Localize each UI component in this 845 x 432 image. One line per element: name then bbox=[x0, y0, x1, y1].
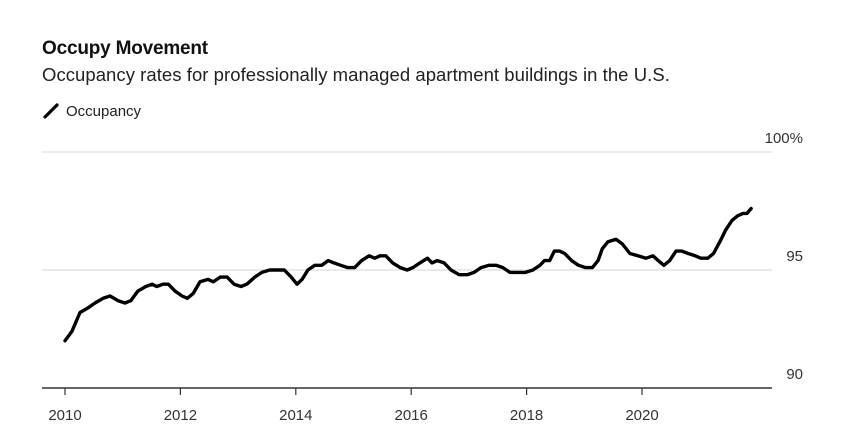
y-tick-label-95: 95 bbox=[786, 248, 803, 265]
x-tick-label-2020: 2020 bbox=[625, 407, 658, 424]
chart-title: Occupy Movement bbox=[42, 38, 208, 59]
legend-label-occupancy: Occupancy bbox=[66, 102, 142, 120]
series-line-occupancy bbox=[63, 206, 753, 343]
y-tick-label-100: 100% bbox=[765, 130, 803, 147]
x-tick-label-2014: 2014 bbox=[279, 407, 312, 424]
y-tick-label-90: 90 bbox=[786, 366, 803, 383]
series-layer bbox=[63, 206, 753, 343]
y-axis-labels: 90 95 100% bbox=[765, 130, 803, 383]
x-tick-label-2018: 2018 bbox=[510, 407, 543, 424]
x-tick-label-2016: 2016 bbox=[395, 407, 428, 424]
x-axis-labels: 2010 2012 2014 2016 2018 2020 bbox=[48, 407, 658, 424]
x-tick-label-2012: 2012 bbox=[164, 407, 197, 424]
legend: Occupancy bbox=[42, 102, 141, 120]
chart-subtitle: Occupancy rates for professionally manag… bbox=[42, 64, 670, 85]
line-swatch-icon bbox=[43, 103, 59, 119]
x-tick-label-2010: 2010 bbox=[48, 407, 81, 424]
x-axis bbox=[42, 387, 772, 395]
gridlines bbox=[42, 151, 772, 271]
